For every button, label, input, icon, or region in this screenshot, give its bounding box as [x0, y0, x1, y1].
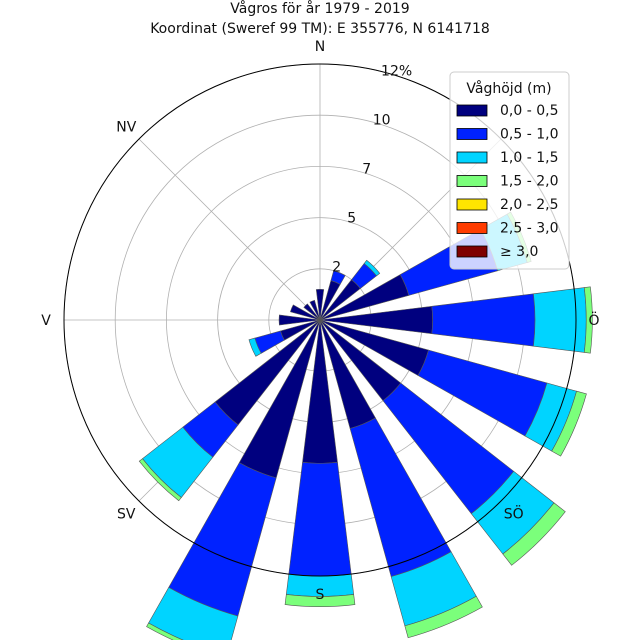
chart-title: Vågros för år 1979 - 2019 [230, 0, 409, 17]
radial-tick-label: 12% [381, 63, 412, 79]
rose-bar-segment [583, 286, 593, 354]
rose-bar-segment [533, 287, 587, 353]
direction-label: S [316, 587, 325, 603]
rose-bar-segment [303, 303, 321, 321]
polar-frame [63, 63, 577, 577]
direction-label: NV [116, 119, 136, 135]
direction-label: Ö [588, 311, 599, 329]
legend-label: 1,5 - 2,0 [500, 174, 558, 190]
chart-subtitle: Koordinat (Sweref 99 TM): E 355776, N 61… [150, 21, 490, 37]
direction-label: V [41, 313, 51, 329]
polar-labels: N NV V SV S SÖ Ö 2 5 7 10 12% [41, 39, 599, 603]
direction-label: N [315, 39, 325, 55]
rose-bar-segment [278, 314, 321, 326]
rose-bar-segment [288, 461, 352, 577]
legend-swatch [456, 104, 488, 117]
radial-tick-label: 2 [332, 259, 341, 275]
radial-tick-label: 5 [347, 210, 356, 226]
direction-label: SÖ [504, 505, 524, 523]
direction-label: SV [117, 507, 136, 523]
radial-tick-label: 10 [373, 112, 391, 128]
legend-label: ≥ 3,0 [500, 244, 538, 260]
grid-spoke [138, 138, 321, 321]
rose-bar-segment [248, 337, 262, 357]
legend-label: 0,5 - 1,0 [500, 127, 558, 143]
rose-bar-segment [138, 458, 182, 502]
legend-entries: 0,0 - 0,5 0,5 - 1,0 1,0 - 1,5 1,5 - 2,0 2,0 … [456, 103, 558, 260]
rose-bars [138, 211, 593, 640]
legend-swatch [456, 151, 488, 164]
legend-swatch [456, 222, 488, 234]
radial-tick-label: 7 [362, 161, 371, 177]
rose-bar-segment [315, 288, 325, 321]
legend-swatch [456, 175, 488, 187]
legend-label: 2,5 - 3,0 [500, 221, 558, 237]
legend-label: 2,0 - 2,5 [500, 197, 558, 213]
rose-bar-segment [404, 595, 483, 639]
legend-label: 0,0 - 0,5 [500, 103, 558, 119]
rose-bar-segment [551, 390, 587, 457]
rose-bar-segment [431, 293, 536, 347]
rose-bar-segment [363, 259, 381, 277]
legend-label: 1,0 - 1,5 [500, 150, 558, 166]
legend-box [449, 71, 570, 270]
rose-bar-segment [290, 304, 321, 321]
rose-bar-segment [502, 502, 566, 566]
rose-bar-segment [309, 299, 321, 321]
rose-bar-segment [330, 270, 346, 285]
rose-bar-segment [146, 622, 184, 640]
legend-title: Våghöjd (m) [466, 80, 551, 97]
legend-swatch [456, 128, 488, 140]
rose-bar-segment [284, 594, 356, 607]
legend-swatch [456, 245, 488, 258]
legend: Våghöjd (m) 0,0 - 0,5 0,5 - 1,0 1,0 - 1,5 1… [449, 71, 570, 270]
legend-swatch [456, 198, 488, 211]
